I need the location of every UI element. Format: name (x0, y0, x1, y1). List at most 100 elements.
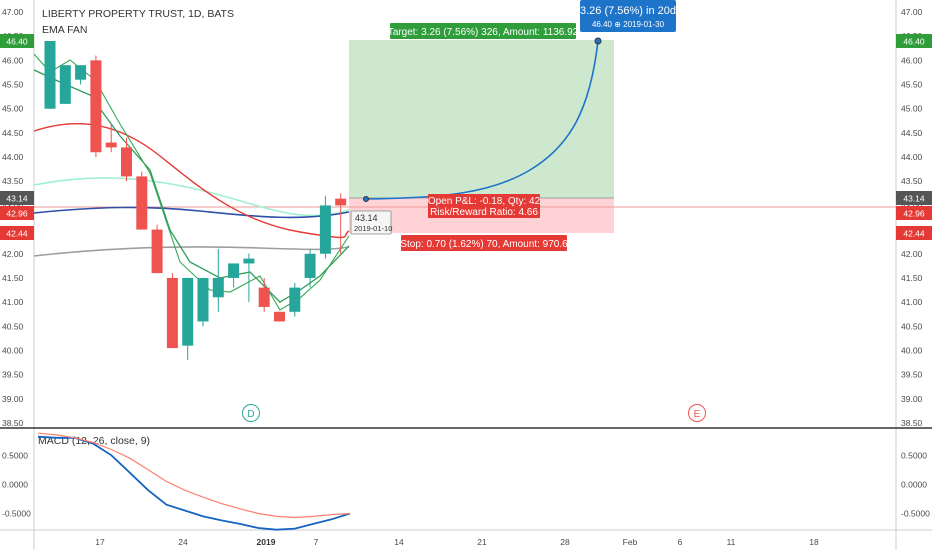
time-axis-tick: 14 (394, 537, 404, 547)
symbol-title: LIBERTY PROPERTY TRUST, 1D, BATS (42, 8, 234, 20)
left-entry-price: 42.96 (6, 209, 28, 219)
time-axis-tick: 6 (678, 537, 683, 547)
candle-body (258, 287, 270, 307)
left-axis-tick: 45.50 (2, 80, 24, 90)
right-stop-tag (896, 226, 932, 240)
time-axis-tick: 17 (95, 537, 105, 547)
time-axis-tick: 7 (314, 537, 319, 547)
candle-body (75, 65, 87, 80)
candle-body (151, 229, 163, 274)
right-axis-tick: 44.50 (901, 128, 923, 138)
risk-reward-label: Risk/Reward Ratio: 4.66 (430, 207, 538, 218)
right-stop-price: 42.44 (903, 229, 925, 239)
left-axis-tick: 40.00 (2, 345, 24, 355)
macd-left-tick: 0.5000 (2, 450, 28, 460)
right-axis-tick: 40.00 (901, 345, 923, 355)
forecast-headline: 3.26 (7.56%) in 20d (580, 5, 676, 17)
candle-body (289, 287, 301, 312)
left-entry-tag (0, 206, 34, 220)
forecast-curve[interactable] (365, 40, 599, 200)
candles-group (44, 41, 347, 361)
candle-body (335, 198, 347, 206)
signal-line (37, 432, 351, 519)
left-axis-tick: 46.00 (2, 55, 24, 65)
right-entry-tag (896, 206, 932, 220)
right-axis-tick: 41.00 (901, 297, 923, 307)
right-axis-tick: 38.50 (901, 418, 923, 428)
earnings-marker[interactable] (688, 404, 706, 422)
left-axis-tick: 45.00 (2, 104, 24, 114)
right-axis-tick: 39.00 (901, 394, 923, 404)
candle-body (121, 147, 132, 177)
right-current-tag (896, 191, 932, 205)
right-axis-tick: 46.00 (901, 55, 923, 65)
left-stop-tag (0, 226, 34, 240)
right-axis-tick: 40.50 (901, 321, 923, 331)
right-axis-tick: 43.50 (901, 176, 923, 186)
candle-body (90, 60, 102, 153)
left-axis-tick: 44.50 (2, 128, 24, 138)
macd-left-tick: 0.0000 (2, 479, 28, 489)
forecast-end-point[interactable] (594, 37, 602, 45)
left-axis-tick: 42.00 (2, 249, 24, 259)
forecast-label-box (580, 0, 676, 32)
time-axis-tick: 21 (477, 537, 487, 547)
candle-body (182, 277, 194, 346)
right-axis-tick: 43.00 (901, 200, 923, 210)
candle-body (228, 263, 240, 278)
macd-right-tick: -0.5000 (901, 508, 930, 518)
left-axis-tick: 41.00 (2, 297, 24, 307)
left-target-tag (0, 34, 34, 48)
forecast-point-box (350, 210, 392, 235)
right-current-price: 43.14 (903, 194, 925, 204)
candle-body (105, 142, 117, 148)
time-axis-tick: 24 (178, 537, 188, 547)
candle-body (274, 311, 285, 322)
target-zone (349, 40, 614, 198)
pnl-label: Open P&L: -0.18, Qty: 42 (428, 196, 541, 207)
candle-body (197, 277, 209, 322)
ema-blue-line (33, 206, 350, 219)
target-label-box (390, 23, 576, 39)
left-axis-tick: 43.50 (2, 176, 24, 186)
time-axis-tick: Feb (623, 537, 638, 547)
left-current-price: 43.14 (6, 194, 28, 204)
left-axis-tick: 47.00 (2, 7, 24, 17)
left-current-tag (0, 191, 34, 205)
right-axis-tick: 45.50 (901, 80, 923, 90)
left-axis-tick: 38.50 (2, 418, 24, 428)
candle-body (319, 205, 331, 254)
macd-left-tick: -0.5000 (2, 508, 31, 518)
right-axis-tick: 39.50 (901, 370, 923, 380)
time-axis[interactable]: 17 24 2019 7 14 21 28 Feb 6 11 18 (95, 537, 819, 547)
candle-body (304, 253, 316, 278)
macd-axis[interactable]: 0.5000 0.5000 0.0000 0.0000 -0.5000 -0.5000 (2, 450, 930, 518)
right-axis-tick: 42.00 (901, 249, 923, 259)
left-axis-tick: 41.50 (2, 273, 24, 283)
left-axis-tick: 44.00 (2, 152, 24, 162)
dividend-marker[interactable] (242, 404, 260, 422)
time-axis-tick: 28 (560, 537, 570, 547)
earnings-marker-label: E (694, 409, 701, 420)
stop-label: Stop: 0.70 (1.62%) 70, Amount: 970.6 (400, 239, 568, 250)
macd-lines-group (37, 432, 351, 531)
time-axis-tick: 2019 (257, 537, 276, 547)
candle-body (166, 277, 178, 349)
right-axis-tick: 44.00 (901, 152, 923, 162)
right-target-tag (896, 34, 932, 48)
candle-body (136, 176, 148, 230)
forecast-point-price: 43.14 (355, 213, 378, 223)
ema-mint-line (33, 177, 350, 217)
time-axis-tick: 18 (809, 537, 819, 547)
right-axis-tick: 45.00 (901, 104, 923, 114)
candle-body (44, 41, 56, 109)
forecast-detail: 46.40 ⊕ 2019-01-30 (592, 20, 665, 29)
time-axis-tick: 11 (727, 537, 736, 547)
left-axis-tick: 40.50 (2, 321, 24, 331)
right-entry-price: 42.96 (903, 209, 925, 219)
forecast-start-point[interactable] (363, 196, 369, 202)
candle-body (212, 277, 224, 298)
macd-line (37, 435, 351, 531)
left-axis-tick: 39.50 (2, 370, 24, 380)
